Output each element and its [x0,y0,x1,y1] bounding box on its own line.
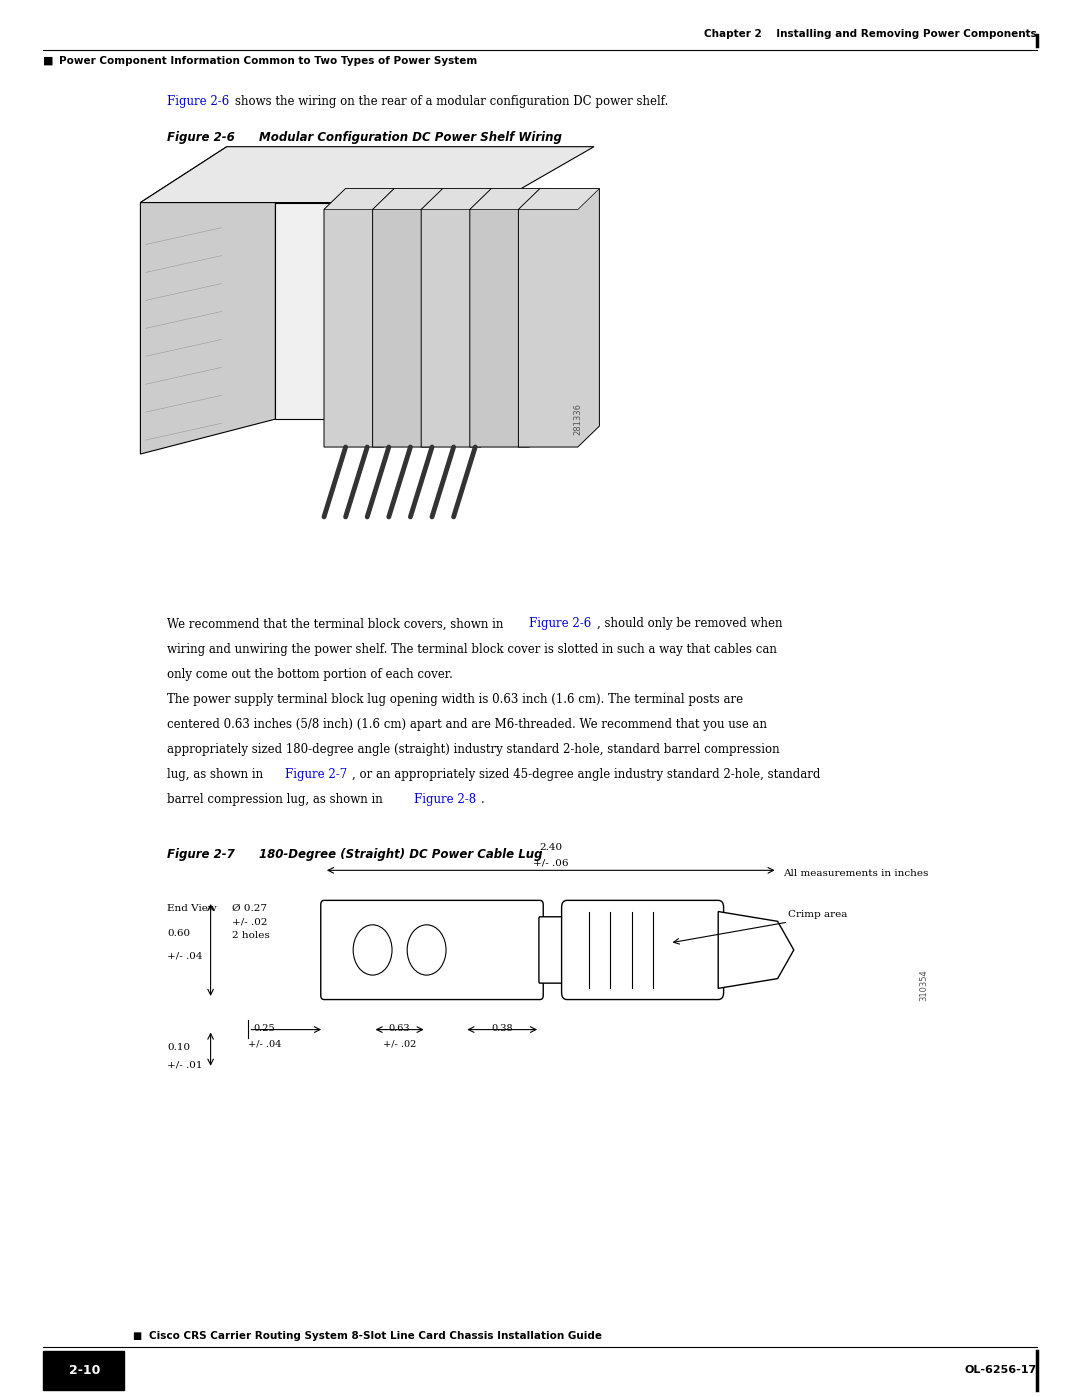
Text: Figure 2-7: Figure 2-7 [167,848,235,861]
Text: All measurements in inches: All measurements in inches [783,869,929,877]
Text: 0.60: 0.60 [167,929,190,937]
Polygon shape [518,189,599,447]
Text: Figure 2-6: Figure 2-6 [167,95,230,108]
Polygon shape [140,147,275,454]
Text: appropriately sized 180-degree angle (straight) industry standard 2-hole, standa: appropriately sized 180-degree angle (st… [167,743,780,756]
Text: 281336: 281336 [573,404,582,434]
Text: Ø 0.27: Ø 0.27 [232,904,267,912]
Text: +/- .01: +/- .01 [167,1060,203,1069]
Text: Figure 2-7: Figure 2-7 [285,768,348,781]
Polygon shape [421,189,502,210]
Text: wiring and unwiring the power shelf. The terminal block cover is slotted in such: wiring and unwiring the power shelf. The… [167,643,778,655]
Text: centered 0.63 inches (5/8 inch) (1.6 cm) apart and are M6-threaded. We recommend: centered 0.63 inches (5/8 inch) (1.6 cm)… [167,718,768,731]
Text: , should only be removed when: , should only be removed when [597,617,783,630]
Text: , or an appropriately sized 45-degree angle industry standard 2-hole, standard: , or an appropriately sized 45-degree an… [352,768,821,781]
Polygon shape [275,203,594,419]
Polygon shape [518,189,599,210]
Polygon shape [140,147,594,203]
Polygon shape [324,189,405,210]
Text: 0.10: 0.10 [167,1044,190,1052]
Text: 180-Degree (Straight) DC Power Cable Lug: 180-Degree (Straight) DC Power Cable Lug [259,848,543,861]
Text: only come out the bottom portion of each cover.: only come out the bottom portion of each… [167,668,454,680]
FancyBboxPatch shape [321,901,543,1000]
Text: +/- .02: +/- .02 [383,1039,416,1048]
Text: 310354: 310354 [919,970,928,1000]
FancyBboxPatch shape [43,1351,124,1390]
Text: Modular Configuration DC Power Shelf Wiring: Modular Configuration DC Power Shelf Wir… [259,131,562,144]
Polygon shape [470,189,551,447]
Text: Figure 2-6: Figure 2-6 [167,131,235,144]
Text: End View: End View [167,904,217,912]
Polygon shape [421,189,502,447]
Polygon shape [373,189,454,447]
Text: The power supply terminal block lug opening width is 0.63 inch (1.6 cm). The ter: The power supply terminal block lug open… [167,693,743,705]
Text: ■: ■ [43,56,54,66]
Polygon shape [324,189,405,447]
Text: 0.63: 0.63 [389,1024,410,1032]
FancyBboxPatch shape [539,916,573,983]
FancyBboxPatch shape [562,901,724,1000]
Text: +/- .04: +/- .04 [248,1039,281,1048]
Text: 2-10: 2-10 [68,1363,100,1377]
Text: +/- .02: +/- .02 [232,918,268,926]
Text: shows the wiring on the rear of a modular configuration DC power shelf.: shows the wiring on the rear of a modula… [235,95,669,108]
Text: Power Component Information Common to Two Types of Power System: Power Component Information Common to Tw… [59,56,477,66]
Text: Crimp area: Crimp area [788,911,848,919]
Text: We recommend that the terminal block covers, shown in: We recommend that the terminal block cov… [167,617,508,630]
Text: 2 holes: 2 holes [232,932,270,940]
Text: Chapter 2    Installing and Removing Power Components: Chapter 2 Installing and Removing Power … [704,29,1037,39]
Text: 2.40: 2.40 [539,844,563,852]
Text: +/- .04: +/- .04 [167,951,203,960]
Text: OL-6256-17: OL-6256-17 [964,1365,1037,1376]
Text: ■: ■ [132,1331,141,1341]
Text: 0.25: 0.25 [254,1024,275,1032]
Text: lug, as shown in: lug, as shown in [167,768,267,781]
Polygon shape [718,911,794,989]
Text: .: . [481,793,484,806]
Text: Figure 2-8: Figure 2-8 [414,793,476,806]
Text: 0.38: 0.38 [491,1024,513,1032]
Text: barrel compression lug, as shown in: barrel compression lug, as shown in [167,793,387,806]
Text: Figure 2-6: Figure 2-6 [529,617,592,630]
Text: Cisco CRS Carrier Routing System 8-Slot Line Card Chassis Installation Guide: Cisco CRS Carrier Routing System 8-Slot … [149,1331,602,1341]
Polygon shape [373,189,454,210]
Polygon shape [470,189,551,210]
Text: +/- .06: +/- .06 [534,859,568,868]
